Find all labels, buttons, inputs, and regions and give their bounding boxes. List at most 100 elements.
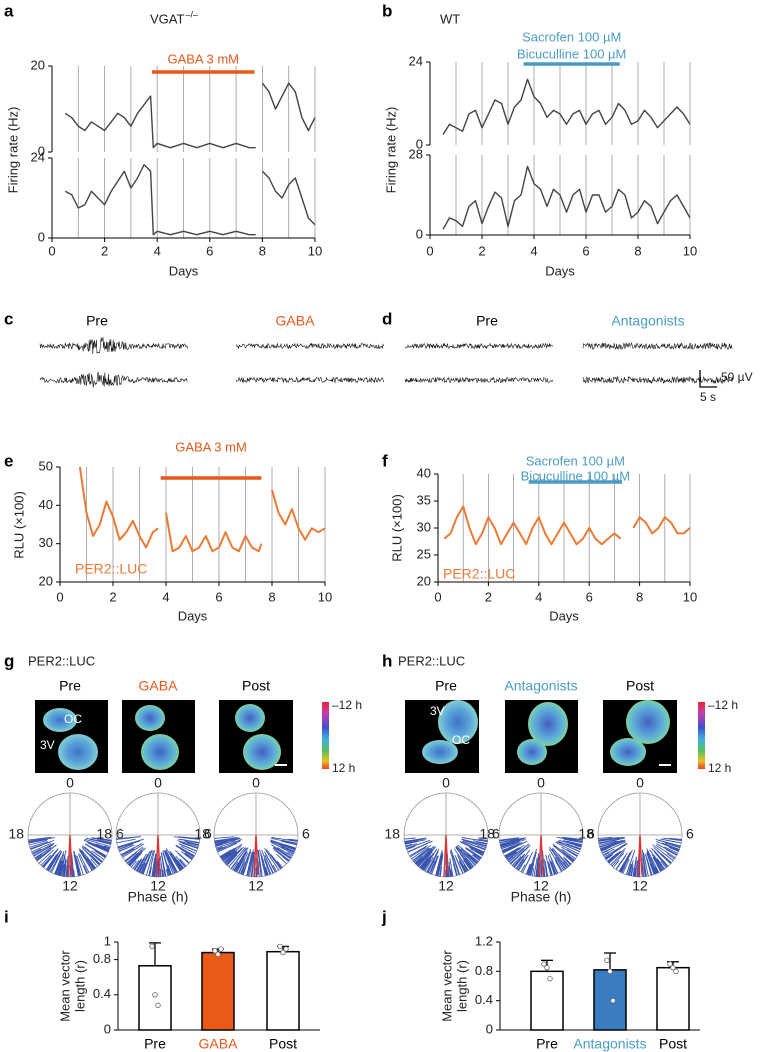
scale-time: 5 s xyxy=(700,390,716,404)
condition-label: Post xyxy=(626,678,654,694)
trace xyxy=(64,164,316,236)
x-tick-label: 10 xyxy=(318,589,332,604)
scn-tissue xyxy=(422,740,458,764)
phase-vectors xyxy=(214,836,298,878)
reporter-label: PER2::LUC xyxy=(28,653,95,668)
raw-trace xyxy=(235,376,384,384)
phase-tick-label: 12 xyxy=(248,878,264,894)
scn-tissue xyxy=(438,700,478,744)
data-point xyxy=(283,946,289,952)
trace xyxy=(443,505,691,546)
data-point xyxy=(673,968,679,975)
legend-label: PER2::LUC xyxy=(443,566,515,582)
bar xyxy=(266,950,300,1031)
mean-phase xyxy=(443,834,449,878)
x-tick-label: 8 xyxy=(636,589,643,604)
phase-tick-label: 6 xyxy=(587,826,595,842)
x-tick-label: GABA xyxy=(199,1036,239,1052)
raw-trace xyxy=(235,342,384,350)
raw-trace xyxy=(39,336,188,355)
x-tick-label: 0 xyxy=(434,589,441,604)
bar xyxy=(530,970,564,1031)
colorbar-label: –12 h xyxy=(708,698,738,712)
treatment-label: GABA 3 mM xyxy=(167,51,239,66)
y-tick-label: 0.8 xyxy=(475,963,493,978)
data-point xyxy=(547,975,553,982)
x-tick-label: Post xyxy=(659,1036,687,1052)
phase-tick-label: 6 xyxy=(204,826,212,842)
x-tick-label: 0 xyxy=(56,589,63,604)
x-tick-label: 4 xyxy=(530,243,537,258)
x-tick-label: 2 xyxy=(478,243,485,258)
legend-label: PER2::LUC xyxy=(75,561,147,577)
bar xyxy=(593,969,627,1031)
y-tick-label: 50 xyxy=(39,458,53,473)
data-point xyxy=(610,997,616,1004)
phase-vectors xyxy=(499,836,583,878)
reporter-label: PER2::LUC xyxy=(398,653,465,668)
phase-tick-label: 0 xyxy=(636,775,644,791)
mean-phase xyxy=(538,834,544,878)
scn-tissue xyxy=(141,734,179,770)
data-point xyxy=(544,964,550,971)
region-label: OC xyxy=(64,712,82,726)
colorbar-label: –12 h xyxy=(332,698,362,712)
panel-letter: h xyxy=(382,651,392,670)
y-tick-label: 20 xyxy=(31,57,45,72)
y-tick-label: 20 xyxy=(417,573,431,588)
data-point xyxy=(218,946,224,952)
y-tick-label: 0.4 xyxy=(475,992,493,1007)
data-point xyxy=(604,957,610,964)
region-label: 3V xyxy=(40,738,55,752)
phase-tick-label: 12 xyxy=(438,878,454,894)
x-axis-label: Days xyxy=(545,263,575,278)
phase-tick-label: 18 xyxy=(578,826,594,842)
phase-vectors xyxy=(598,836,682,878)
x-tick-label: 10 xyxy=(683,243,697,258)
condition-label: Pre xyxy=(59,678,81,694)
mean-phase xyxy=(637,834,643,878)
y-tick-label: 1.2 xyxy=(475,933,493,948)
x-tick-label: 6 xyxy=(586,589,593,604)
phase-tick-label: 18 xyxy=(8,826,24,842)
phase-tick-label: 12 xyxy=(632,878,648,894)
x-tick-label: 6 xyxy=(582,243,589,258)
y-tick-label: 28 xyxy=(409,146,423,161)
x-axis-label: Days xyxy=(169,263,199,278)
phase-tick-label: 18 xyxy=(96,826,112,842)
panel-letter: i xyxy=(4,907,9,926)
data-point xyxy=(277,943,283,950)
colorbar-label: 12 h xyxy=(332,761,355,775)
y-tick-label: 35 xyxy=(417,492,431,507)
trace xyxy=(64,82,316,149)
y-tick-label: 0.4 xyxy=(93,986,111,1001)
y-tick-label: 0 xyxy=(416,226,423,241)
y-tick-label: 40 xyxy=(39,497,53,512)
x-tick-label: 6 xyxy=(206,243,213,258)
y-axis-label: Mean vector xyxy=(439,950,454,1022)
y-axis-label: RLU (×100) xyxy=(11,491,26,559)
data-point xyxy=(215,951,221,958)
phase-tick-label: 0 xyxy=(66,775,74,791)
mean-phase xyxy=(67,834,73,878)
colorbar-label: 12 h xyxy=(708,761,731,775)
phase-tick-label: 0 xyxy=(154,775,162,791)
bar xyxy=(201,951,235,1031)
phase-axis-label: Phase (h) xyxy=(511,889,572,905)
x-tick-label: 8 xyxy=(259,243,266,258)
raw-trace xyxy=(404,376,553,384)
chart-title: WT xyxy=(440,11,460,26)
scn-tissue xyxy=(58,734,98,770)
condition-label: Pre xyxy=(86,313,108,329)
x-tick-label: 10 xyxy=(683,589,697,604)
y-axis-label: Firing rate (Hz) xyxy=(383,107,398,194)
phase-tick-label: 0 xyxy=(442,775,450,791)
colorbar xyxy=(698,702,705,769)
condition-label: Pre xyxy=(476,313,498,329)
mean-phase xyxy=(253,834,259,878)
y-axis-label: length (r) xyxy=(72,960,87,1012)
treatment-label: GABA 3 mM xyxy=(175,439,247,454)
title-superscript: –/– xyxy=(185,9,198,19)
x-tick-label: 2 xyxy=(485,589,492,604)
